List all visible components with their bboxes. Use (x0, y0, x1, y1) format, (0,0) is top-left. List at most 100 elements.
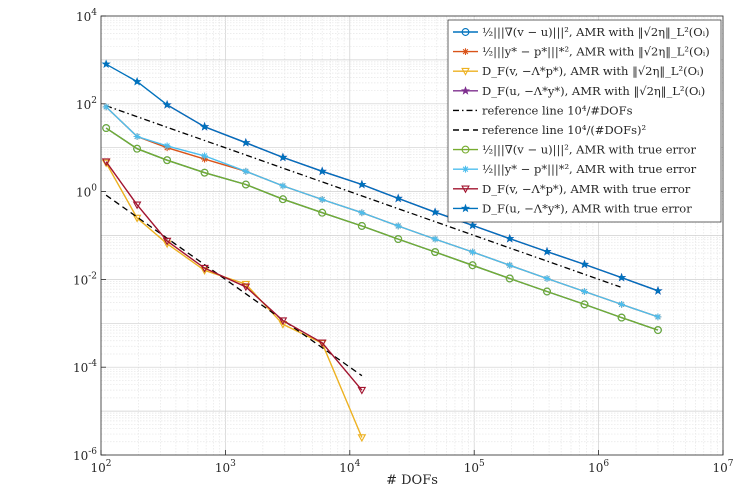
legend-label: ½|||y* − p*|||*², AMR with true error (482, 162, 697, 177)
data-point (317, 339, 327, 348)
legend-label: D_F(v, −Λ*p*), AMR with ‖√2η‖_L²(Oᵢ) (482, 64, 704, 79)
legend-label: ½|||∇(v − u)|||², AMR with ‖√2η‖_L²(Oᵢ) (482, 25, 710, 40)
data-point (199, 121, 210, 131)
legend-entry: reference line 10⁴/(#DOFs)² (453, 123, 646, 137)
legend-entry: ½|||y* − p*|||*², AMR with true error (453, 162, 697, 177)
data-point (318, 196, 326, 203)
y-tick-label: 102 (76, 96, 97, 112)
data-point (133, 133, 141, 140)
data-point (654, 313, 662, 321)
data-point (163, 156, 172, 165)
data-point (430, 207, 440, 217)
legend-entry: D_F(u, −Λ*y*), AMR with true error (453, 201, 692, 215)
series-line (105, 105, 621, 288)
series-2 (101, 159, 367, 443)
legend-entry: ½|||∇(v − u)|||², AMR with ‖√2η‖_L²(Oᵢ) (453, 25, 710, 40)
x-axis-label: # DOFs (386, 473, 438, 488)
legend-label: D_F(u, −Λ*y*), AMR with ‖√2η‖_L²(Oᵢ) (482, 84, 705, 99)
data-point (542, 246, 552, 256)
series-4 (105, 105, 621, 288)
data-point (162, 237, 172, 246)
data-point (357, 179, 367, 189)
data-point (460, 86, 471, 95)
data-point (101, 158, 111, 167)
data-point (394, 235, 403, 244)
data-point (431, 235, 439, 243)
data-point (431, 248, 440, 256)
legend-entry: D_F(v, −Λ*p*), AMR with true error (453, 182, 691, 196)
data-point (132, 201, 142, 210)
data-point (241, 180, 250, 189)
axis-ticks: 102 103 104 105 106 107 10-6 10-4 10-2 100 102 104 (73, 8, 734, 475)
data-point (132, 76, 142, 86)
plot-area (100, 15, 724, 456)
data-point (580, 259, 590, 269)
series-line (105, 63, 659, 292)
data-point (505, 274, 514, 283)
data-point (241, 283, 251, 292)
series-group (101, 59, 663, 443)
data-point (200, 168, 209, 177)
legend-entry: D_F(v, −Λ*p*), AMR with ‖√2η‖_L²(Oᵢ) (453, 64, 704, 79)
series-line (105, 161, 363, 391)
data-point (461, 145, 470, 154)
x-tick-label: 103 (215, 459, 236, 475)
data-point (241, 137, 251, 147)
legend-entry: ½|||y* − p*|||*², AMR with ‖√2η‖_L²(Oᵢ) (453, 45, 710, 60)
legend-label: D_F(v, −Λ*p*), AMR with true error (482, 182, 691, 196)
legend-label: ½|||y* − p*|||*², AMR with ‖√2η‖_L²(Oᵢ) (482, 45, 710, 60)
legend-label: D_F(u, −Λ*y*), AMR with true error (482, 201, 692, 215)
data-point (133, 144, 142, 153)
data-point (357, 386, 367, 395)
data-point (543, 275, 551, 282)
series-8 (101, 158, 367, 395)
legend-entry: D_F(u, −Λ*y*), AMR with ‖√2η‖_L²(Oᵢ) (453, 84, 705, 99)
data-point (617, 313, 626, 322)
data-point (468, 261, 477, 270)
data-point (278, 317, 288, 326)
x-tick-label: 105 (464, 459, 485, 475)
data-point (242, 167, 250, 175)
x-tick-label: 102 (90, 459, 111, 475)
legend-entry: ½|||∇(v − u)|||², AMR with true error (453, 143, 696, 158)
data-point (469, 248, 476, 256)
data-point (318, 208, 327, 217)
data-point (101, 59, 111, 69)
data-point (357, 222, 366, 230)
data-point (278, 152, 288, 162)
data-point (462, 165, 469, 173)
data-point (358, 209, 366, 217)
legend-entry: reference line 10⁴/#DOFs (453, 103, 633, 117)
x-tick-label: 106 (588, 459, 609, 475)
y-tick-label: 10-2 (73, 271, 97, 287)
legend-label: reference line 10⁴/(#DOFs)² (482, 123, 646, 137)
data-point (162, 100, 172, 109)
data-point (461, 185, 470, 194)
data-point (394, 222, 402, 230)
series-line (105, 127, 659, 331)
data-point (654, 326, 662, 335)
y-tick-label: 100 (76, 184, 97, 200)
data-point (278, 321, 288, 329)
data-point (357, 434, 367, 443)
y-tick-label: 10-6 (73, 447, 97, 463)
data-point (163, 142, 171, 150)
legend: ½|||∇(v − u)|||², AMR with ‖√2η‖_L²(Oᵢ) ½… (447, 19, 722, 223)
series-line (105, 162, 363, 438)
series-6 (102, 124, 662, 335)
series-7 (102, 103, 662, 321)
data-point (467, 220, 478, 230)
data-point (506, 261, 514, 269)
legend-label: ½|||∇(v − u)|||², AMR with true error (482, 143, 696, 158)
data-point (581, 288, 588, 295)
y-tick-label: 10-4 (73, 359, 97, 375)
x-tick-label: 104 (339, 459, 360, 475)
data-point (543, 287, 551, 296)
data-point (278, 195, 287, 204)
data-point (462, 48, 469, 55)
data-point (580, 300, 589, 309)
data-point (102, 124, 111, 133)
data-point (461, 67, 470, 76)
data-point (279, 182, 287, 190)
